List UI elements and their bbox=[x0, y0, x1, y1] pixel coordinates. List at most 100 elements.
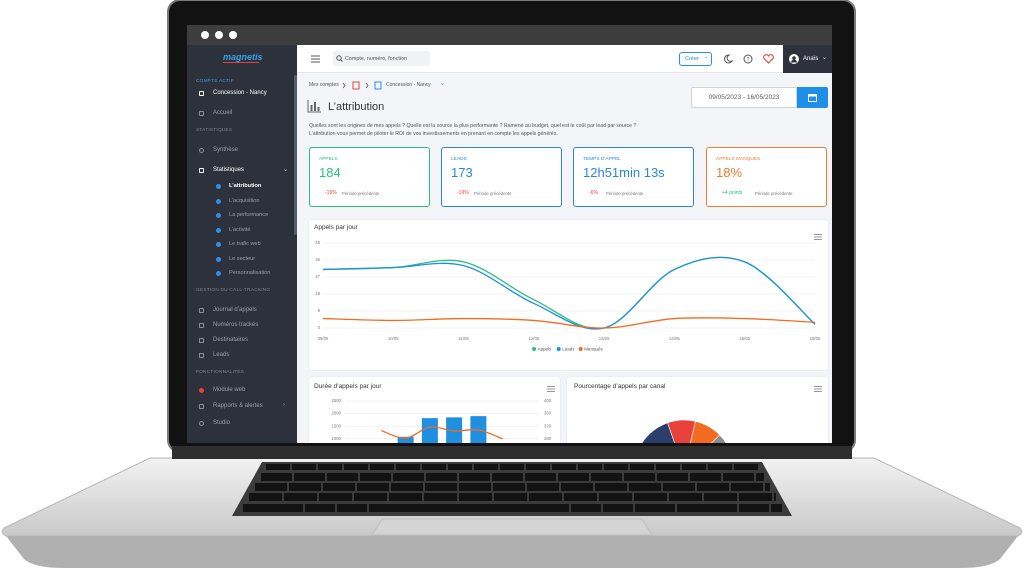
nav-icon bbox=[216, 242, 221, 247]
logo[interactable]: magnetis bbox=[223, 52, 263, 62]
kpi-value: 173 bbox=[451, 165, 473, 180]
nav-item[interactable]: Accueil bbox=[213, 110, 233, 116]
window-bar bbox=[187, 25, 832, 45]
y-tick-label: 1000 bbox=[331, 436, 341, 441]
y2-tick-label: 320 bbox=[544, 423, 552, 428]
date-range[interactable]: 09/05/2023 - 16/05/2023 bbox=[691, 87, 797, 108]
nav-item[interactable]: Destinataires bbox=[213, 337, 249, 343]
logo-underline bbox=[223, 62, 259, 63]
bar bbox=[446, 417, 463, 443]
kpi-comparison: Période précédente bbox=[474, 190, 512, 196]
bar bbox=[421, 418, 438, 443]
search-box[interactable]: Compte, numéro, fonction bbox=[333, 51, 430, 66]
chart-title: Appels par jour bbox=[314, 224, 358, 231]
menu-button[interactable] bbox=[311, 55, 320, 63]
y-tick-label: 2000 bbox=[331, 411, 341, 416]
kpi-change: -6% bbox=[589, 190, 598, 196]
user-icon bbox=[789, 54, 799, 64]
pie-slice bbox=[711, 434, 727, 443]
chart-title: Pourcentage d’appels par canal bbox=[574, 383, 666, 390]
account-name[interactable]: Concession - Nancy bbox=[213, 90, 267, 96]
legend-marker bbox=[532, 347, 537, 351]
nav-heading: GESTION DU CALL-TRACKING bbox=[196, 288, 271, 293]
help-button[interactable]: ? bbox=[743, 54, 753, 64]
nav-icon bbox=[216, 213, 221, 218]
legend-label: Leads bbox=[562, 346, 575, 351]
calendar-icon bbox=[808, 94, 817, 102]
y2-tick-label: 280 bbox=[544, 436, 552, 441]
nav-item[interactable]: Leads bbox=[213, 352, 230, 358]
trackpad bbox=[371, 518, 653, 536]
nav-icon bbox=[216, 228, 221, 233]
calendar-button[interactable] bbox=[797, 87, 828, 108]
x-tick-label: 13/05 bbox=[599, 336, 610, 341]
chevron: ⌄ bbox=[822, 55, 828, 61]
legend-marker bbox=[556, 347, 561, 351]
nav-icon bbox=[199, 404, 204, 409]
description: Quelles sont les origines de mes appels … bbox=[309, 123, 637, 129]
favorites-button[interactable] bbox=[763, 54, 774, 64]
kpi-change: +4 points bbox=[722, 190, 743, 196]
nav-item[interactable]: Statistiques bbox=[213, 167, 245, 173]
x-tick-label: 11/05 bbox=[458, 336, 469, 341]
nav-icon bbox=[199, 148, 204, 153]
nav-subitem[interactable]: L’activité bbox=[229, 227, 251, 233]
kpi-label: TEMPS D’APPEL bbox=[583, 157, 621, 162]
nav-icon bbox=[199, 91, 204, 96]
window-dot bbox=[229, 31, 237, 39]
nav-item[interactable]: Numéros trackés bbox=[213, 322, 259, 328]
bar-line-chart: 05001000150020002500200240280320360400 bbox=[331, 398, 552, 443]
x-tick-label: 15/05 bbox=[739, 336, 750, 341]
chevron: ⌄ bbox=[704, 54, 709, 60]
nav-subitem[interactable]: L’acquisition bbox=[229, 198, 260, 204]
x-tick-label: 10/05 bbox=[388, 336, 399, 341]
nav-subitem[interactable]: Le trafic web bbox=[229, 241, 261, 247]
legend-marker bbox=[578, 347, 583, 351]
chart-panel: Pourcentage d’appels par canal bbox=[567, 377, 828, 443]
scrollbar[interactable] bbox=[294, 75, 297, 235]
kpi-label: LEADS bbox=[451, 157, 467, 162]
pie-slice bbox=[641, 422, 675, 443]
kpi-comparison: Période précédente bbox=[755, 190, 793, 196]
hinge bbox=[172, 446, 852, 459]
app-screen: magnetis COMPTE ACTIF Concession - Nancy… bbox=[187, 45, 832, 443]
nav-item[interactable]: Rapports & alertes bbox=[213, 403, 263, 409]
kpi-card: LEADS 173 -19% Période précédente bbox=[441, 147, 562, 207]
bar bbox=[397, 436, 414, 443]
nav-item[interactable]: Studio bbox=[213, 420, 231, 426]
kpi-card: APPELS 184 -16% Période précédente bbox=[309, 147, 430, 207]
kpi-card: TEMPS D’APPEL 12h51min 13s -6% Période préc… bbox=[573, 147, 694, 207]
nav-icon bbox=[199, 338, 204, 343]
top-bar: Compte, numéro, fonction Créer ⌄ ? Anaïs… bbox=[297, 45, 832, 73]
user-menu[interactable]: Anaïs ⌄ bbox=[783, 45, 832, 73]
nav-icon bbox=[199, 168, 204, 173]
line-chart: 0 9 18 27 36 45 09/05 10/05 11/05 12/05 13/05 14/05… bbox=[315, 240, 821, 351]
nav-icon bbox=[199, 111, 204, 116]
nav-icon bbox=[216, 271, 221, 276]
kpi-value: 12h51min 13s bbox=[583, 165, 665, 180]
nav-subitem[interactable]: La performance bbox=[229, 212, 269, 218]
user-name: Anaïs bbox=[803, 56, 819, 62]
search-placeholder: Compte, numéro, fonction bbox=[345, 55, 408, 62]
breadcrumb-item[interactable]: Mes comptes bbox=[309, 82, 339, 88]
kpi-comparison: Période précédente bbox=[606, 190, 644, 196]
nav-subitem[interactable]: Le secteur bbox=[229, 256, 256, 262]
create-button[interactable]: Créer ⌄ bbox=[679, 52, 712, 66]
nav-heading: COMPTE ACTIF bbox=[196, 79, 234, 84]
nav-icon bbox=[199, 308, 204, 313]
theme-toggle[interactable] bbox=[723, 54, 733, 64]
chart-menu[interactable] bbox=[547, 386, 555, 392]
breadcrumb-item[interactable]: Concession - Nancy bbox=[386, 82, 431, 88]
nav-subitem[interactable]: Personnalisation bbox=[229, 270, 271, 276]
nav-item[interactable]: Synthèse bbox=[213, 147, 239, 153]
chart-menu[interactable] bbox=[814, 386, 822, 392]
nav-item[interactable]: Journal d’appels bbox=[213, 307, 257, 313]
nav-subitem-active[interactable]: L’attribution bbox=[229, 183, 262, 189]
nav-item[interactable]: Module web bbox=[213, 387, 246, 393]
chart-panel: Appels par jour 0 9 18 27 36 45 09/05 10/05 11/0… bbox=[309, 220, 828, 370]
description: L’attribution vous permet de piloter le … bbox=[309, 131, 558, 137]
series-line bbox=[322, 256, 816, 330]
chart-menu[interactable] bbox=[814, 234, 822, 240]
series-line bbox=[322, 317, 816, 329]
